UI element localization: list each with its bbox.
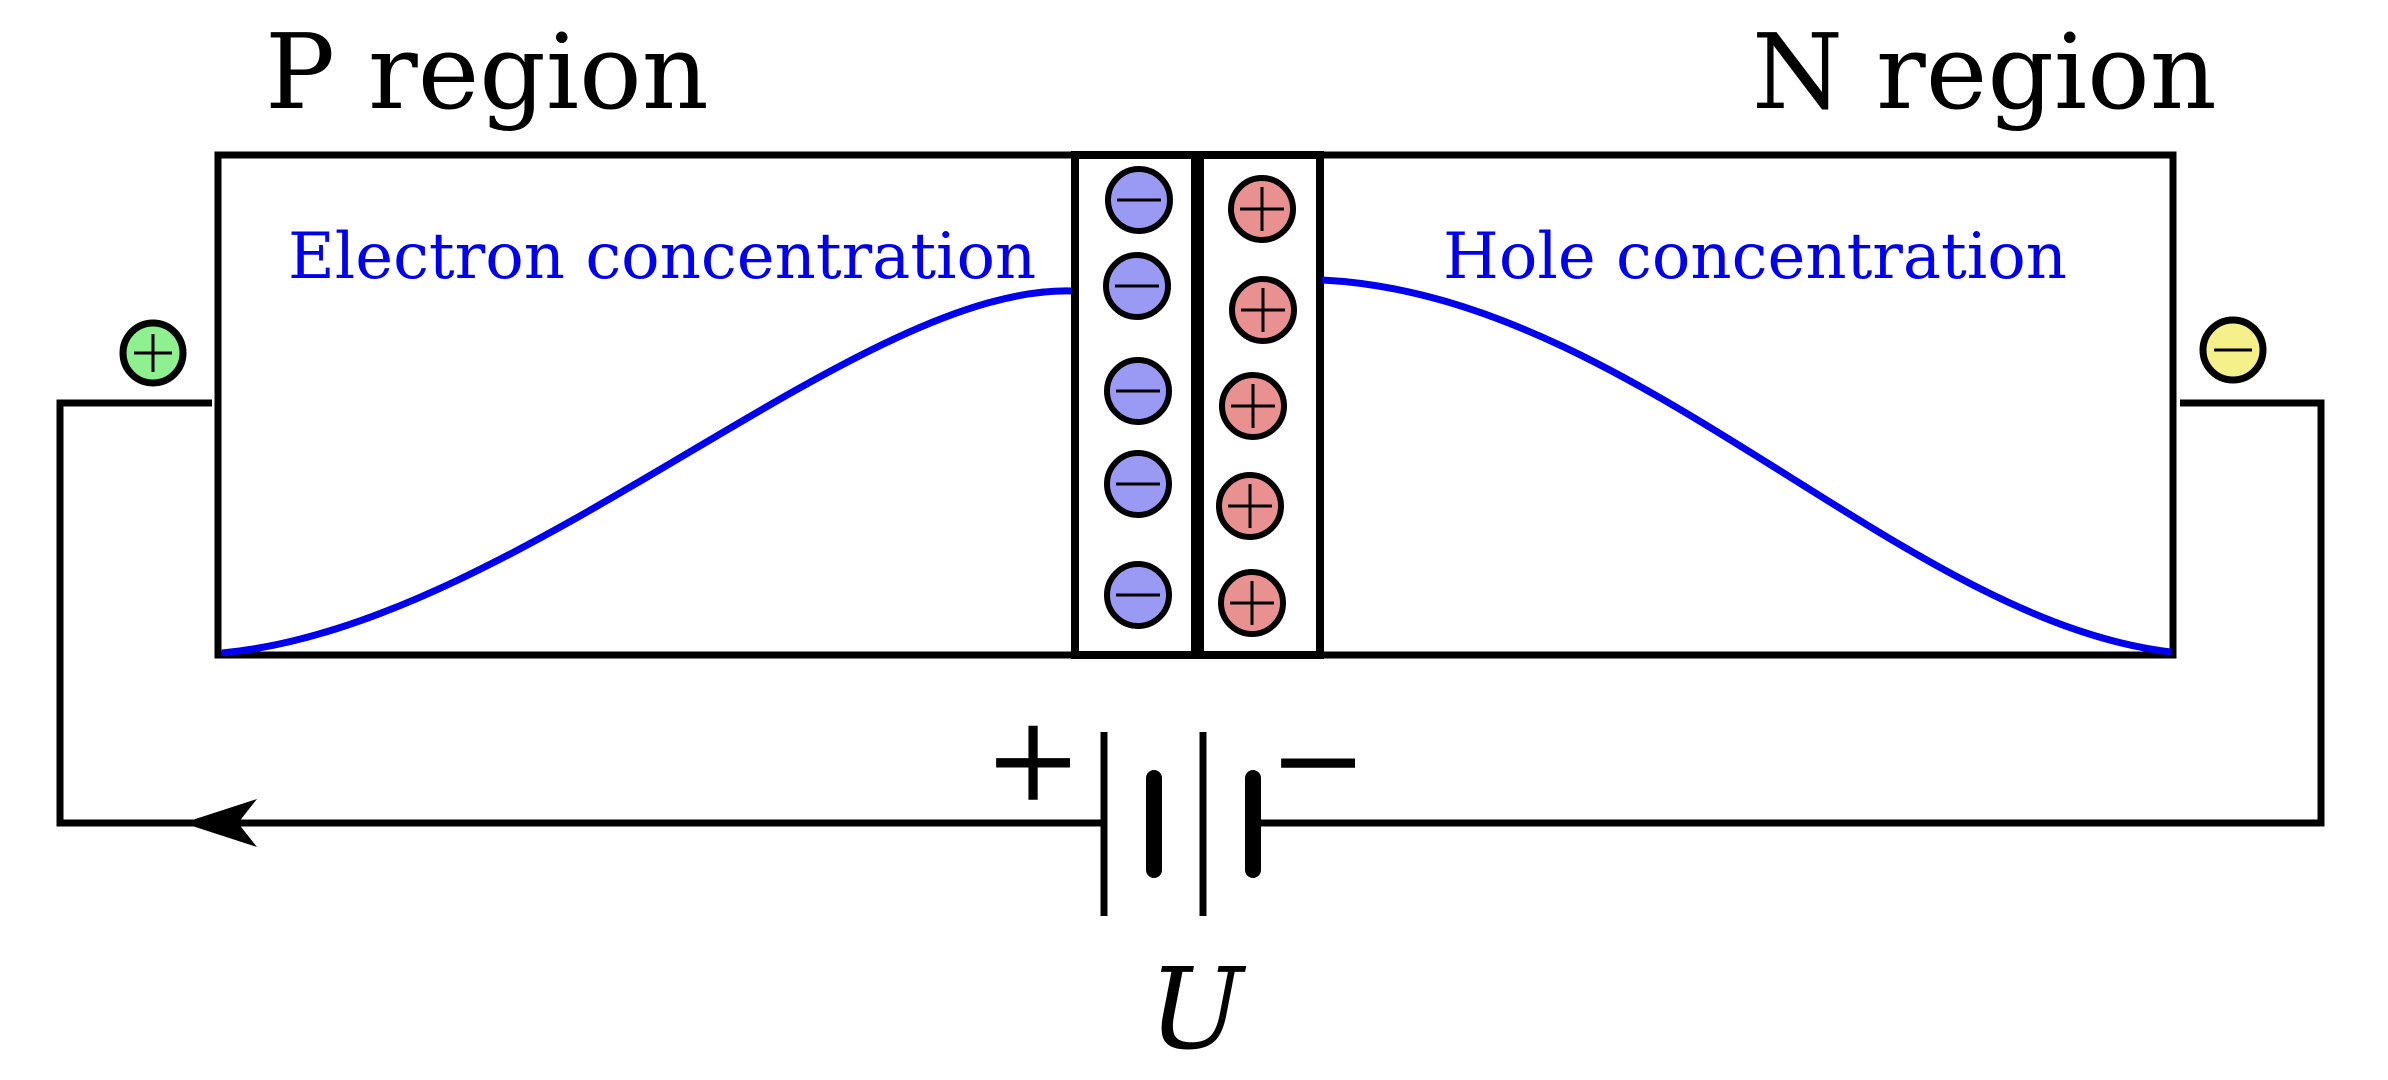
battery-symbol <box>985 732 1265 916</box>
positive-ion <box>1219 372 1287 440</box>
negative-ion <box>1104 450 1172 518</box>
current-arrow-icon <box>183 799 257 847</box>
hole-concentration-curve <box>1321 276 2172 656</box>
negative-ion <box>1103 252 1171 320</box>
n-region-title: N region <box>1752 11 2217 133</box>
battery-negative-sign: − <box>1269 690 1368 828</box>
negative-ion <box>1104 357 1172 425</box>
electron-concentration-curve <box>221 287 1073 657</box>
hole-concentration-label: Hole concentration <box>1443 220 2067 294</box>
circuit-wire-right <box>1265 399 2325 827</box>
circuit-wire-left <box>56 399 985 827</box>
p-region-title: P region <box>265 11 709 133</box>
positive-ion <box>1229 276 1297 344</box>
positive-ion <box>1216 472 1284 540</box>
voltage-label: U <box>1149 945 1247 1075</box>
p-terminal-positive <box>119 319 187 387</box>
negative-ion <box>1105 166 1173 234</box>
positive-ion <box>1228 175 1296 243</box>
negative-ion <box>1104 561 1172 629</box>
positive-ion <box>1218 569 1286 637</box>
n-terminal-negative <box>2199 316 2267 384</box>
electron-concentration-label: Electron concentration <box>288 220 1036 294</box>
battery-positive-sign: + <box>984 690 1083 828</box>
